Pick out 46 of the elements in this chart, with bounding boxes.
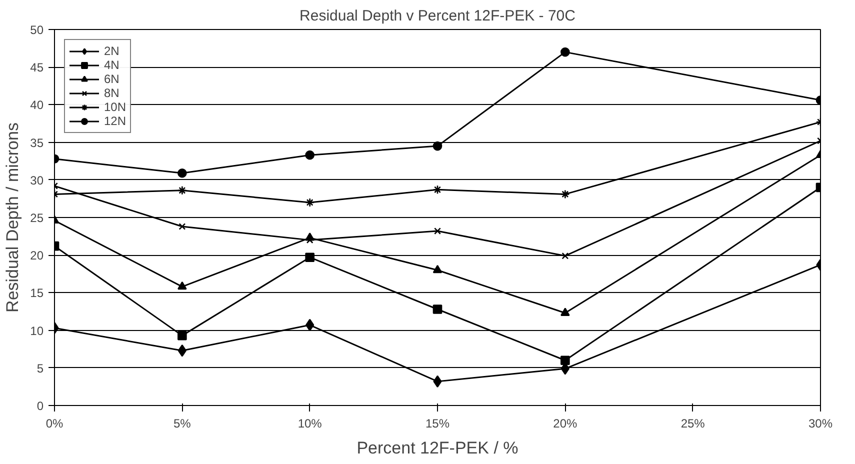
y-tick-label: 0	[36, 399, 44, 413]
x-tick-label: 20%	[553, 416, 578, 430]
point	[432, 264, 442, 274]
legend-label: 6N	[104, 72, 120, 86]
x-tick-label: 30%	[808, 416, 833, 430]
legend-label: 4N	[104, 58, 120, 72]
x-tick-label: 0%	[46, 416, 64, 430]
point	[432, 185, 442, 194]
point	[434, 228, 441, 235]
point	[562, 252, 569, 260]
y-tick-label: 15	[30, 286, 44, 300]
y-axis-title: Residual Depth / microns	[3, 122, 22, 312]
point	[178, 223, 186, 230]
point	[560, 356, 570, 366]
x-tick-label: 15%	[425, 416, 450, 430]
point	[305, 198, 314, 208]
x-tick-label: 25%	[680, 416, 706, 430]
y-tick-label: 50	[30, 23, 44, 37]
point	[432, 304, 442, 314]
point	[560, 190, 570, 199]
x-tick-label: 5%	[173, 416, 192, 430]
x-tick-label: 10%	[298, 416, 322, 430]
legend-label: 2N	[104, 44, 120, 58]
point	[178, 168, 187, 178]
legend-label: 12N	[104, 114, 126, 128]
point	[178, 186, 187, 196]
x-axis-title: Percent 12F-PEK / %	[356, 438, 518, 458]
y-tick-label: 40	[30, 98, 44, 112]
point	[306, 236, 314, 244]
y-tick-label: 30	[30, 173, 44, 188]
y-tick-label: 25	[30, 211, 44, 225]
point	[560, 47, 570, 57]
point	[432, 141, 442, 151]
y-tick-label: 45	[30, 60, 44, 75]
y-tick-label: 10	[30, 324, 44, 338]
point	[178, 281, 187, 290]
point	[178, 330, 187, 340]
point	[560, 308, 570, 316]
y-tick-label: 20	[30, 248, 44, 263]
point	[305, 252, 314, 262]
point	[305, 150, 314, 160]
legend-label: 8N	[104, 86, 120, 100]
y-tick-label: 35	[30, 136, 44, 150]
chart-title: Residual Depth v Percent 12F-PEK - 70C	[300, 8, 576, 24]
legend-label: 10N	[104, 100, 126, 114]
y-tick-label: 5	[36, 361, 44, 376]
